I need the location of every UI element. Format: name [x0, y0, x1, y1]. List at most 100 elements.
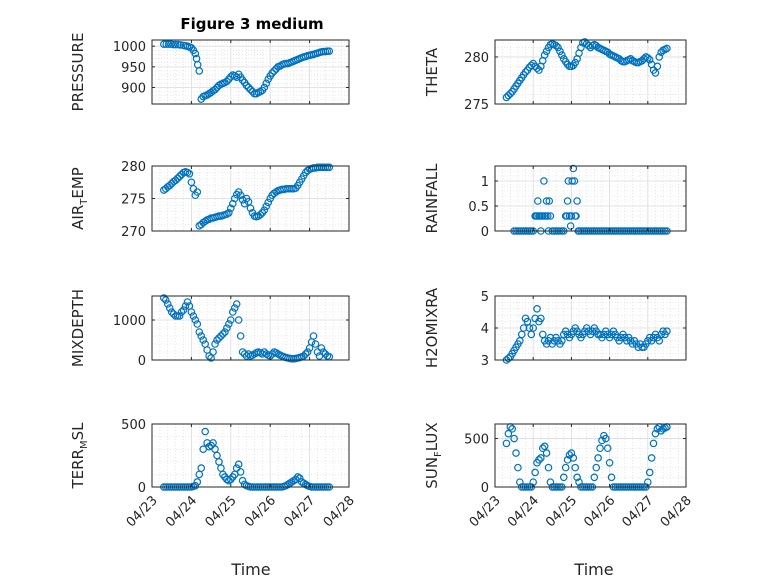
data-point [643, 54, 652, 62]
data-point [213, 336, 221, 344]
data-point [179, 306, 188, 314]
data-point [533, 64, 541, 73]
data-point [244, 197, 253, 206]
x-tick-label: 04/27 [620, 493, 657, 530]
data-point [563, 212, 571, 220]
subplot-terr-msl: 0 500 04/23 04/24 04/25 04/26 04/27 04/28 TERRMS… [69, 418, 358, 530]
data-point [199, 336, 208, 344]
subplot-pressure: 900 950 1000 PRESSURE [69, 33, 350, 111]
data-point [299, 352, 308, 360]
data-point [502, 93, 511, 102]
data-point [242, 81, 251, 90]
x-tick-label: 04/23 [467, 493, 504, 530]
x-axis-label-right: Time [573, 560, 613, 579]
data-point [570, 177, 579, 185]
data-point [542, 197, 551, 205]
data-point [649, 439, 658, 448]
data-point [542, 47, 551, 56]
data-point [533, 304, 541, 313]
data-point [167, 308, 176, 316]
data-point [236, 468, 245, 476]
data-point [201, 427, 209, 436]
y-axis-label-3: AIRTEMP [69, 167, 90, 230]
data-point [554, 43, 562, 52]
data-point [559, 473, 568, 482]
x-axis-label-left: Time [230, 560, 270, 579]
data-point [569, 454, 578, 462]
data-point [175, 312, 184, 320]
data-point [169, 40, 178, 49]
data-point [529, 324, 538, 332]
x-tick-label: 04/27 [281, 493, 318, 530]
data-point [183, 298, 192, 306]
data-point [171, 176, 180, 185]
subplot-sun-flux: 0 500 04/23 04/24 04/25 04/26 04/27 04/28 SUNFLU… [423, 422, 695, 530]
data-point [546, 212, 555, 220]
data-point [195, 328, 204, 336]
data-point [538, 444, 547, 453]
data-point [317, 344, 326, 352]
data-point [521, 68, 530, 76]
y-tick-label: 275 [464, 98, 489, 113]
axes-box [494, 165, 687, 232]
data-point [502, 439, 511, 448]
data-point [268, 69, 276, 77]
data-point [590, 473, 599, 482]
data-point [223, 77, 231, 86]
y-axis-label-4: RAINFALL [423, 163, 441, 234]
data-point [603, 444, 612, 453]
data-point [301, 350, 310, 358]
subplot-mixdepth: 0 1000 MIXDEPTH [69, 289, 350, 369]
data-point [256, 210, 265, 219]
data-point [236, 332, 245, 340]
data-point [160, 294, 168, 302]
data-point [572, 212, 580, 220]
data-point [540, 177, 548, 185]
data-point [319, 348, 328, 356]
data-point [607, 473, 616, 482]
data-point [543, 212, 552, 220]
x-tick-label: 04/23 [124, 493, 161, 530]
data-point [580, 38, 589, 46]
data-point [325, 47, 334, 55]
y-tick-label: 0 [481, 225, 489, 240]
data-point [228, 308, 237, 316]
data-point [262, 79, 271, 88]
x-tick-label: 04/28 [658, 493, 695, 530]
data-point [221, 328, 229, 336]
data-point [577, 43, 585, 52]
data-point [537, 314, 545, 323]
data-point [567, 212, 576, 220]
data-point [569, 164, 578, 173]
data-point [540, 442, 549, 451]
figure-title: Figure 3 medium [180, 15, 323, 33]
y-tick-label: 500 [121, 418, 146, 433]
data-point [225, 320, 233, 328]
y-tick-label: 5 [481, 290, 489, 305]
data-point [183, 168, 192, 177]
data-point [508, 425, 516, 433]
data-point [325, 163, 334, 172]
y-tick-label: 4 [481, 322, 489, 337]
data-point [264, 198, 273, 207]
data-point [295, 474, 304, 482]
data-point [542, 449, 551, 457]
data-point [571, 58, 580, 67]
data-point [504, 354, 513, 363]
data-point [663, 327, 671, 336]
data-point [571, 463, 580, 472]
data-point [162, 40, 170, 48]
data-point [514, 463, 522, 472]
x-tick-label: 04/26 [242, 493, 279, 530]
data-point [211, 85, 219, 94]
data-point [566, 222, 575, 230]
data-point [563, 197, 572, 205]
data-point [232, 464, 241, 472]
y-axis-label-5: MIXDEPTH [69, 289, 87, 367]
data-point [223, 324, 231, 332]
data-point [647, 454, 656, 462]
data-point [645, 468, 654, 477]
data-point [246, 204, 255, 213]
data-point [191, 49, 200, 58]
